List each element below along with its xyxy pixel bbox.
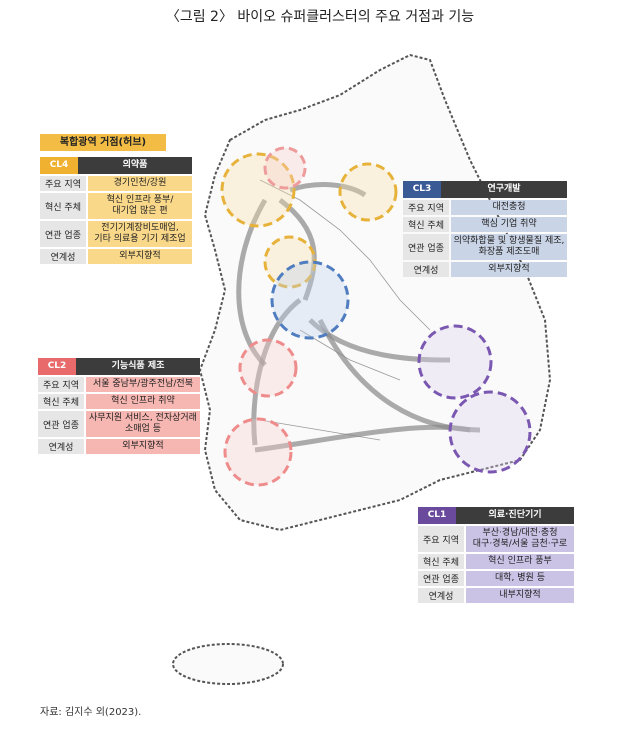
info-row: 혁신 주체 혁신 인프라 풍부 <box>418 554 574 569</box>
info-row: 혁신 주체 핵심 기업 취약 <box>403 217 567 232</box>
cluster-name: 의약품 <box>78 157 192 174</box>
row-value: 혁신 인프라 취약 <box>86 394 200 409</box>
cluster-code: CL4 <box>40 157 78 174</box>
value-line: 기타 의료용 기기 제조업 <box>94 234 186 244</box>
value-line: 혁신 인프라 풍부 <box>488 556 552 566</box>
value-line: 내부지향적 <box>499 590 541 600</box>
info-row: 주요 지역 서울 중남부/광주전남/전북 <box>38 377 200 392</box>
row-value: 대학, 병원 등 <box>466 571 574 586</box>
value-line: 화장품 제조도매 <box>478 247 540 257</box>
info-row: 주요 지역 대전충청 <box>403 200 567 215</box>
row-label: 혁신 주체 <box>418 554 464 569</box>
value-line: 의약화합물 및 항생물질 제조, <box>453 236 565 246</box>
row-value: 혁신 인프라 풍부 <box>466 554 574 569</box>
value-line: 경기인천/강원 <box>113 178 167 188</box>
cluster-box: CL1 의료·진단기기 주요 지역 부산·경남/대전·충청 대구·경북/서울 금천·구로… <box>418 507 574 605</box>
info-row: 연계성 외부지향적 <box>40 249 192 264</box>
value-line: 핵심 기업 취약 <box>481 219 537 229</box>
value-line: 대기업 많은 편 <box>112 206 168 216</box>
row-label: 연계성 <box>38 439 84 454</box>
value-line: 부산·경남/대전·충청 <box>482 528 558 538</box>
row-value: 대전충청 <box>451 200 567 215</box>
value-line: 혁신 인프라 취약 <box>111 396 175 406</box>
row-label: 주요 지역 <box>38 377 84 392</box>
row-value: 서울 중남부/광주전남/전북 <box>86 377 200 392</box>
row-label: 혁신 주체 <box>40 193 86 219</box>
cluster-box: CL4 의약품 주요 지역 경기인천/강원 혁신 주체 혁신 인프라 풍부/대기업 많은 … <box>40 157 192 266</box>
value-line: 전기기계장비도매업, <box>101 223 179 233</box>
row-label: 연관 업종 <box>40 221 86 247</box>
cluster-name: 의료·진단기기 <box>456 507 574 524</box>
cluster-rings <box>220 146 532 487</box>
info-row: 연관 업종 의약화합물 및 항생물질 제조, 화장품 제조도매 <box>403 234 567 260</box>
row-label: 주요 지역 <box>403 200 449 215</box>
cluster-name: 기능식품 제조 <box>76 358 200 375</box>
row-label: 연계성 <box>40 249 86 264</box>
info-row: 연관 업종 사무지원 서비스, 전자상거래 소매업 등 <box>38 411 200 437</box>
row-label: 주요 지역 <box>40 176 86 191</box>
row-value: 외부지향적 <box>88 249 192 264</box>
row-value: 전기기계장비도매업, 기타 의료용 기기 제조업 <box>88 221 192 247</box>
info-row: 혁신 주체 혁신 인프라 취약 <box>38 394 200 409</box>
info-row: 연관 업종 전기기계장비도매업, 기타 의료용 기기 제조업 <box>40 221 192 247</box>
row-label: 연관 업종 <box>403 234 449 260</box>
row-value: 혁신 인프라 풍부/대기업 많은 편 <box>88 193 192 219</box>
row-value: 사무지원 서비스, 전자상거래 소매업 등 <box>86 411 200 437</box>
row-value: 부산·경남/대전·충청 대구·경북/서울 금천·구로 <box>466 526 574 552</box>
mainland <box>198 53 552 532</box>
box-header: CL1 의료·진단기기 <box>418 507 574 524</box>
value-line: 외부지향적 <box>488 264 530 274</box>
value-line: 대학, 병원 등 <box>495 573 545 583</box>
row-value: 외부지향적 <box>451 262 567 277</box>
row-value: 내부지향적 <box>466 588 574 603</box>
row-label: 연계성 <box>418 588 464 603</box>
value-line: 외부지향적 <box>119 251 161 261</box>
info-row: 주요 지역 경기인천/강원 <box>40 176 192 191</box>
info-row: 연계성 외부지향적 <box>38 439 200 454</box>
cluster-name: 연구개발 <box>441 181 567 198</box>
cluster-code: CL3 <box>403 181 441 198</box>
info-row: 연계성 내부지향적 <box>418 588 574 603</box>
row-label: 연계성 <box>403 262 449 277</box>
value-line: 사무지원 서비스, 전자상거래 <box>89 413 197 423</box>
cluster-code: CL2 <box>38 358 76 375</box>
box-header: CL4 의약품 <box>40 157 192 174</box>
row-label: 연관 업종 <box>38 411 84 437</box>
title: 〈그림 2〉 바이오 슈퍼클러스터의 주요 거점과 기능 <box>165 9 475 25</box>
box-header: CL3 연구개발 <box>403 181 567 198</box>
value-line: 대전충청 <box>492 202 526 212</box>
info-row: 연계성 외부지향적 <box>403 262 567 277</box>
row-label: 혁신 주체 <box>38 394 84 409</box>
box-header: CL2 기능식품 제조 <box>38 358 200 375</box>
cluster-code: CL1 <box>418 507 456 524</box>
value-line: 서울 중남부/광주전남/전북 <box>92 379 193 389</box>
value-line: 외부지향적 <box>122 441 164 451</box>
hub-label: 복합광역 거점(허브) <box>40 134 166 151</box>
info-row: 주요 지역 부산·경남/대전·충청 대구·경북/서울 금천·구로 <box>418 526 574 552</box>
value-line: 소매업 등 <box>125 424 161 434</box>
value-line: 대구·경북/서울 금천·구로 <box>472 539 568 549</box>
row-value: 의약화합물 및 항생물질 제조, 화장품 제조도매 <box>451 234 567 260</box>
row-label: 혁신 주체 <box>403 217 449 232</box>
cluster-box: CL3 연구개발 주요 지역 대전충청 혁신 주체 핵심 기업 취약 연관 업종 의약화합물 … <box>403 181 567 279</box>
row-label: 연관 업종 <box>418 571 464 586</box>
source: 자료: 김지수 외(2023). <box>40 707 142 718</box>
row-value: 외부지향적 <box>86 439 200 454</box>
info-row: 혁신 주체 혁신 인프라 풍부/대기업 많은 편 <box>40 193 192 219</box>
info-row: 연관 업종 대학, 병원 등 <box>418 571 574 586</box>
value-line: 혁신 인프라 풍부/ <box>106 195 174 205</box>
jeju <box>172 643 284 685</box>
row-label: 주요 지역 <box>418 526 464 552</box>
row-value: 경기인천/강원 <box>88 176 192 191</box>
row-value: 핵심 기업 취약 <box>451 217 567 232</box>
